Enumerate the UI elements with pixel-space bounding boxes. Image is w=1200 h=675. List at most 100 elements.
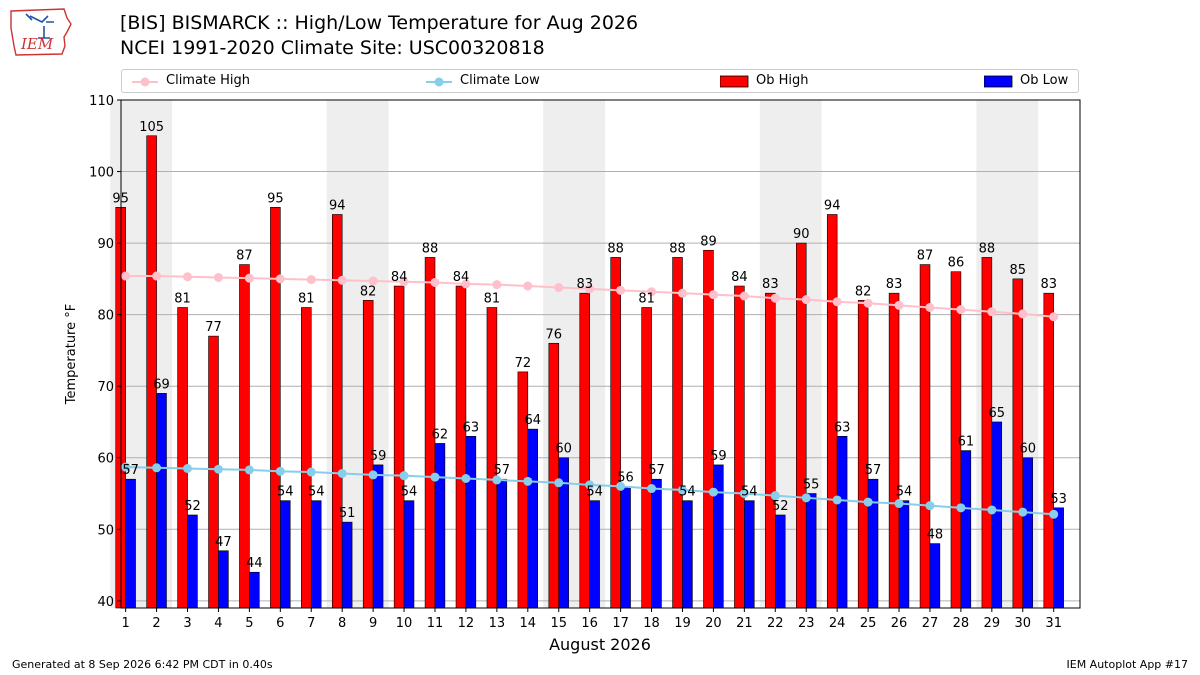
ob-low-bar bbox=[341, 521, 353, 609]
ob-high-value-label: 85 bbox=[1010, 263, 1027, 278]
climate-high-point bbox=[739, 291, 749, 301]
ob-low-value-label: 57 bbox=[865, 463, 882, 478]
climate-low-point bbox=[368, 470, 378, 480]
ob-high-value-label: 81 bbox=[298, 291, 315, 306]
climate-high-point bbox=[213, 272, 223, 282]
ob-low-value-label: 56 bbox=[617, 470, 634, 485]
ob-high-bar bbox=[301, 307, 312, 609]
ob-low-value-label: 54 bbox=[308, 485, 325, 500]
climate-high-point bbox=[523, 281, 533, 291]
ob-high-bar bbox=[1043, 292, 1055, 609]
ob-low-bar bbox=[465, 435, 477, 609]
climate-low-point bbox=[306, 467, 316, 477]
x-tick-label: 8 bbox=[338, 616, 346, 631]
y-axis-label: Temperature °F bbox=[64, 304, 79, 405]
x-tick-label: 25 bbox=[860, 616, 877, 631]
ob-low-bar bbox=[1053, 507, 1064, 609]
ob-high-bar bbox=[548, 342, 560, 609]
y-tick-label: 100 bbox=[89, 166, 114, 181]
climate-high-point bbox=[770, 293, 780, 303]
ob-low-value-label: 54 bbox=[741, 485, 758, 500]
climate-low-point bbox=[244, 465, 254, 475]
ob-low-bar bbox=[836, 435, 848, 609]
ob-low-bar bbox=[713, 464, 724, 609]
ob-high-value-label: 87 bbox=[236, 249, 253, 264]
ob-high-value-label: 83 bbox=[1040, 277, 1057, 292]
chart-legend: Climate High Climate Low Ob High Ob Low bbox=[121, 69, 1079, 93]
x-tick-label: 18 bbox=[643, 616, 660, 631]
climate-high-point bbox=[399, 277, 409, 287]
climate-high-point bbox=[554, 282, 564, 292]
bar-swatch-icon bbox=[720, 75, 749, 88]
ob-high-value-label: 88 bbox=[422, 241, 439, 256]
ob-low-bar bbox=[527, 428, 539, 609]
climate-high-point bbox=[1049, 312, 1059, 322]
ob-low-value-label: 60 bbox=[555, 442, 572, 457]
ob-high-value-label: 82 bbox=[360, 284, 377, 299]
ob-low-value-label: 64 bbox=[524, 413, 541, 428]
iem-logo: IEM bbox=[10, 8, 72, 56]
footer-generated: Generated at 8 Sep 2026 6:42 PM CDT in 0… bbox=[12, 658, 273, 671]
ob-low-bar bbox=[372, 464, 384, 609]
climate-low-point bbox=[708, 487, 718, 497]
climate-high-point bbox=[461, 279, 471, 289]
legend-label: Ob High bbox=[756, 73, 809, 88]
x-tick-label: 13 bbox=[489, 616, 506, 631]
ob-high-bar bbox=[765, 292, 776, 609]
y-tick-label: 40 bbox=[97, 595, 114, 610]
ob-low-value-label: 48 bbox=[927, 528, 944, 543]
ob-low-value-label: 59 bbox=[370, 449, 387, 464]
climate-high-point bbox=[863, 298, 873, 308]
ob-low-value-label: 44 bbox=[246, 556, 263, 571]
ob-high-bar bbox=[331, 214, 343, 609]
ob-low-value-label: 57 bbox=[494, 463, 511, 478]
ob-high-value-label: 88 bbox=[669, 241, 686, 256]
logo-text: IEM bbox=[20, 35, 54, 53]
x-tick-label: 23 bbox=[798, 616, 815, 631]
climate-low-point bbox=[1018, 507, 1028, 517]
ob-high-bar bbox=[919, 264, 931, 609]
climate-high-point bbox=[183, 272, 193, 282]
y-tick-label: 90 bbox=[97, 237, 114, 252]
ob-low-bar bbox=[651, 478, 662, 609]
ob-low-bar bbox=[218, 550, 229, 609]
ob-high-bar bbox=[393, 285, 405, 609]
ob-low-value-label: 59 bbox=[710, 449, 727, 464]
climate-low-point bbox=[492, 475, 502, 485]
ob-low-value-label: 53 bbox=[1050, 492, 1067, 507]
ob-high-bar bbox=[734, 285, 745, 609]
x-tick-label: 7 bbox=[307, 616, 315, 631]
ob-low-bar bbox=[249, 571, 260, 609]
x-tick-label: 26 bbox=[891, 616, 908, 631]
ob-high-bar bbox=[888, 292, 900, 609]
x-tick-label: 27 bbox=[922, 616, 939, 631]
climate-low-point bbox=[183, 463, 193, 473]
ob-high-value-label: 81 bbox=[638, 291, 655, 306]
x-axis-label: August 2026 bbox=[549, 635, 651, 654]
climate-low-point bbox=[554, 478, 564, 488]
weather-station-icon bbox=[25, 13, 54, 39]
ob-high-value-label: 83 bbox=[576, 277, 593, 292]
ob-high-value-label: 83 bbox=[886, 277, 903, 292]
legend-label: Ob Low bbox=[1020, 73, 1069, 88]
ob-low-value-label: 65 bbox=[989, 406, 1006, 421]
x-tick-label: 30 bbox=[1014, 616, 1031, 631]
climate-low-point bbox=[337, 468, 347, 478]
x-tick-label: 3 bbox=[183, 616, 191, 631]
ob-high-bar bbox=[610, 257, 621, 609]
ob-high-value-label: 94 bbox=[824, 198, 841, 213]
chart-title: [BIS] BISMARCK :: High/Low Temperature f… bbox=[120, 12, 639, 34]
ob-low-value-label: 57 bbox=[648, 463, 665, 478]
climate-low-point bbox=[647, 484, 657, 494]
climate-high-point bbox=[987, 307, 997, 317]
ob-high-bar bbox=[672, 257, 683, 609]
line-marker-icon bbox=[426, 77, 452, 87]
climate-low-point bbox=[677, 485, 687, 495]
ob-low-value-label: 57 bbox=[122, 463, 139, 478]
ob-high-bar bbox=[517, 371, 529, 609]
ob-low-value-label: 54 bbox=[896, 485, 913, 500]
climate-high-point bbox=[925, 302, 935, 312]
plot-frame bbox=[120, 99, 1081, 609]
climate-low-point bbox=[987, 505, 997, 515]
